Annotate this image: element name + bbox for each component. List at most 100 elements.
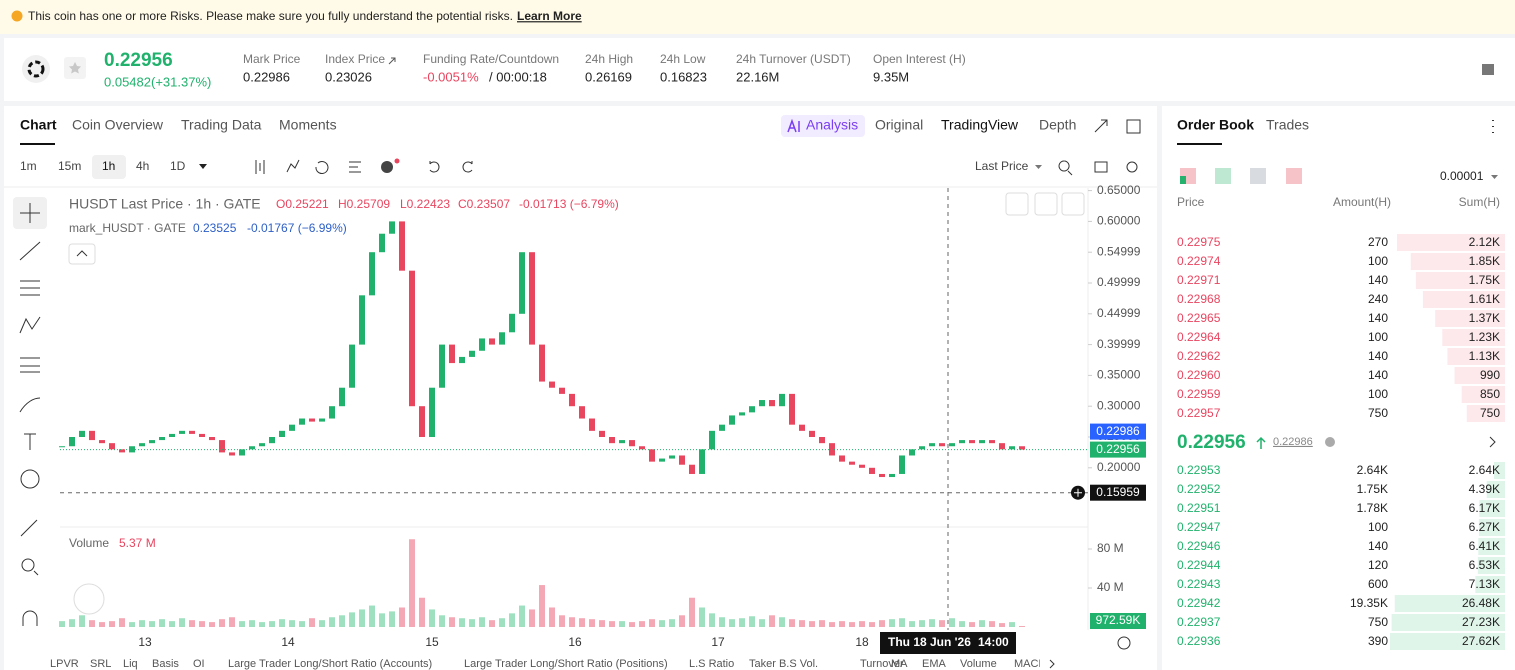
indicator-tab[interactable]: SRL [90, 658, 111, 670]
mark-value: -0.01767 (−6.99%) [247, 221, 347, 235]
candle [569, 393, 575, 407]
volume-bar [739, 618, 745, 627]
scroll-button[interactable] [1005, 192, 1029, 216]
ob-amount: 100 [1368, 330, 1388, 344]
view-option[interactable]: Depth [1039, 117, 1076, 133]
x-tick-label: 14 [281, 635, 295, 649]
candle [649, 449, 655, 462]
dropdown-caret[interactable] [1035, 165, 1042, 169]
indicator-button[interactable] [381, 161, 393, 173]
indicator-tab[interactable]: L.S Ratio [689, 658, 734, 670]
emoji-tool[interactable] [20, 469, 40, 489]
ob-view-trades[interactable] [1286, 168, 1302, 184]
ob-tab[interactable]: Order Book [1177, 117, 1254, 133]
ob-amount: 140 [1368, 349, 1388, 363]
view-option[interactable]: Analysis [806, 117, 858, 133]
chevron[interactable] [1489, 436, 1496, 448]
crosshair-icon [20, 203, 40, 223]
up-arrow [1256, 436, 1266, 449]
ob-price: 0.22953 [1177, 463, 1221, 477]
tool-icons-2[interactable] [20, 519, 39, 626]
candle [579, 406, 585, 419]
candle [549, 381, 555, 388]
candle [899, 455, 905, 474]
indicator-tab[interactable]: Volume [960, 658, 997, 670]
volume-bar [959, 621, 965, 627]
price-change: 0.05482(+31.37%) [104, 74, 211, 89]
indicator-tab[interactable]: Large Trader Long/Short Ratio (Positions… [464, 658, 668, 670]
indicator-tab[interactable]: MA [891, 658, 908, 670]
dropdown-caret[interactable] [199, 164, 207, 169]
ob-price: 0.22957 [1177, 406, 1221, 420]
ob-tab[interactable]: Trades [1266, 117, 1309, 133]
tab[interactable]: Coin Overview [72, 117, 164, 133]
volume-bar [439, 615, 445, 627]
x-tick-label: 18 [855, 635, 869, 649]
ob-mark-price: 0.22986 [1273, 436, 1313, 448]
volume-bar [949, 618, 955, 627]
indicator-tab[interactable]: OI [193, 658, 205, 670]
interval[interactable]: 1D [170, 159, 186, 173]
volume-bar [219, 619, 225, 627]
candle [719, 424, 725, 431]
interval[interactable]: 1h [102, 159, 115, 173]
depth-bar [1394, 595, 1505, 612]
stat-value: 0.22986 [243, 69, 290, 84]
x-tick-label: 17 [711, 635, 725, 649]
settings-button[interactable] [1117, 636, 1131, 650]
indicator-tab[interactable]: MACD [1014, 658, 1046, 670]
link-arrow [388, 57, 396, 65]
volume-bar [639, 621, 645, 627]
interval[interactable]: 1m [20, 159, 37, 173]
tick-size[interactable]: 0.00001 [1440, 169, 1484, 183]
legend-toggle[interactable] [68, 243, 96, 265]
tool-icons[interactable] [19, 241, 41, 450]
candle [1009, 446, 1015, 450]
interval[interactable]: 15m [58, 159, 81, 173]
toolbar-icons[interactable] [255, 159, 1138, 176]
indicator-tab[interactable]: Large Trader Long/Short Ratio (Accounts) [228, 658, 432, 670]
scroll-arrow[interactable] [1049, 659, 1055, 669]
view-option[interactable]: Original [875, 117, 923, 133]
volume-bar [139, 620, 145, 627]
tab[interactable]: Moments [279, 117, 337, 133]
price-source[interactable]: Last Price [975, 159, 1029, 173]
ob-price: 0.22937 [1177, 615, 1221, 629]
volume-bar [759, 619, 765, 627]
indicator-tab[interactable]: Basis [152, 658, 179, 670]
price-tag [1090, 484, 1146, 501]
indicator-tab[interactable]: Turnover [860, 658, 904, 670]
ob-sum: 26.48K [1462, 596, 1500, 610]
volume-bar [609, 621, 615, 627]
candle [349, 344, 355, 388]
reset-button[interactable] [1061, 192, 1085, 216]
tab[interactable]: Trading Data [181, 117, 262, 133]
expand-icon[interactable] [1094, 119, 1141, 134]
depth-bar [1466, 405, 1505, 422]
learn-more-link[interactable]: Learn More [517, 9, 582, 23]
candle [279, 430, 285, 437]
ob-view-asks[interactable] [1250, 168, 1266, 184]
ob-sum: 750 [1480, 406, 1500, 420]
dropdown-caret[interactable] [1491, 175, 1498, 179]
indicator-tab[interactable]: LPVR [50, 658, 79, 670]
ob-view-bids[interactable] [1215, 168, 1231, 184]
analysis-button[interactable] [781, 115, 865, 137]
view-option[interactable]: TradingView [941, 117, 1019, 133]
volume-bar [969, 622, 975, 627]
indicator-tab[interactable]: Taker B.S Vol. [749, 658, 818, 670]
volume-bar [989, 621, 995, 627]
y-tick-label: 0.39999 [1097, 337, 1141, 351]
candle [819, 437, 825, 444]
indicator-tab[interactable]: EMA [922, 658, 947, 670]
collapse-button[interactable] [1034, 192, 1058, 216]
indicator-tab[interactable]: Liq [123, 658, 138, 670]
tab[interactable]: Chart [20, 117, 57, 133]
candle [509, 313, 515, 333]
panel-icon[interactable] [1482, 64, 1494, 75]
interval[interactable]: 4h [136, 159, 149, 173]
volume-bar [59, 621, 65, 627]
volume-bar [709, 613, 715, 627]
volume-bar [279, 619, 285, 627]
volume-bar [729, 619, 735, 627]
